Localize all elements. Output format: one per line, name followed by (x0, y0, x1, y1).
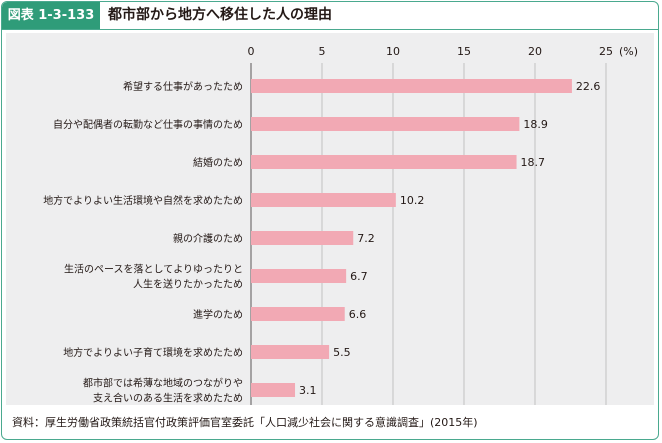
bar (251, 231, 354, 245)
x-tick-label: 10 (386, 45, 400, 58)
bar-value-label: 6.6 (349, 308, 367, 321)
bar (251, 345, 330, 359)
bar (251, 307, 345, 321)
category-label: 自分や配偶者の転勤など仕事の事情のため (53, 118, 243, 131)
bar-value-label: 22.6 (576, 80, 601, 93)
bar-value-label: 18.7 (521, 156, 546, 169)
bar (251, 193, 396, 207)
category-label: 都市部では希薄な地域のつながりや (83, 377, 243, 390)
bar-value-label: 3.1 (299, 384, 317, 397)
figure-title: 都市部から地方へ移住した人の理由 (108, 7, 332, 23)
bar-value-label: 18.9 (523, 118, 548, 131)
category-label: 進学のため (193, 308, 243, 321)
bar (251, 269, 347, 283)
x-tick-label: 20 (528, 45, 542, 58)
category-label: 支え合いのある生活を求めたため (93, 392, 243, 405)
source-note: 資料：厚生労働省政策統括官付政策評価官室委託「人口減少社会に関する意識調査」(2… (12, 416, 478, 429)
bar-value-label: 6.7 (350, 270, 368, 283)
bar-value-label: 10.2 (400, 194, 425, 207)
x-tick-label: 15 (457, 45, 471, 58)
bar (251, 117, 520, 131)
bar (251, 155, 517, 169)
category-label: 生活のペースを落としてよりゆったりと (64, 263, 243, 276)
bar-value-label: 7.2 (357, 232, 375, 245)
chart-panel: 0 5 10 15 20 25 (%) 22.6 希望する仕事があったため 18.9 自分や配偶者の… (6, 33, 654, 405)
bar (251, 79, 572, 93)
category-label: 結婚のため (193, 156, 243, 169)
bar-chart: 0 5 10 15 20 25 (%) 22.6 希望する仕事があったため 18.9 自分や配偶者の… (43, 45, 638, 405)
category-label: 親の介護のため (173, 232, 243, 245)
figure-header: 図表 1-3-133 都市部から地方へ移住した人の理由 (2, 2, 658, 30)
x-tick-label: 0 (248, 45, 255, 58)
x-axis-unit: (%) (619, 45, 638, 58)
x-tick-label: 25 (599, 45, 613, 58)
category-label: 地方でよりよい子育て環境を求めたため (63, 346, 243, 359)
category-label: 人生を送りたかったため (133, 278, 243, 291)
bar-value-label: 5.5 (333, 346, 351, 359)
category-label: 地方でよりよい生活環境や自然を求めたため (43, 194, 243, 207)
category-label: 希望する仕事があったため (123, 80, 243, 93)
figure-number-badge: 図表 1-3-133 (2, 2, 100, 29)
bar (251, 383, 296, 397)
x-tick-label: 5 (319, 45, 326, 58)
